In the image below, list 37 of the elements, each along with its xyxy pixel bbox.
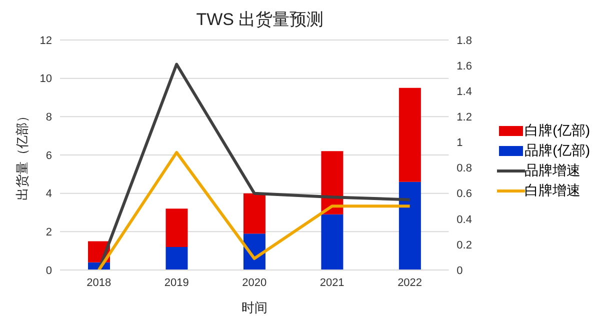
y2-tick-label: 0.6 bbox=[456, 188, 472, 200]
x-tick-label: 2018 bbox=[86, 276, 112, 289]
x-tick-label: 2021 bbox=[320, 276, 344, 289]
y-axis-title: 出货量（亿部） bbox=[14, 110, 30, 200]
y-tick-label: 10 bbox=[40, 73, 52, 86]
bar bbox=[243, 193, 266, 234]
y2-tick-label: 1.8 bbox=[456, 34, 472, 47]
y-tick-label: 2 bbox=[46, 226, 52, 239]
x-tick-label: 2022 bbox=[398, 276, 422, 289]
y-tick-label: 0 bbox=[46, 264, 52, 277]
legend-label: 白牌增速 bbox=[524, 182, 581, 200]
y2-tick-label: 1.4 bbox=[456, 86, 472, 98]
x-tick-label: 2020 bbox=[242, 276, 267, 289]
y-tick-label: 4 bbox=[46, 188, 52, 200]
y-tick-label: 8 bbox=[46, 112, 52, 124]
y2-tick-label: 0.4 bbox=[456, 214, 472, 226]
legend-label: 白牌(亿部) bbox=[524, 122, 590, 140]
y2-tick-label: 0 bbox=[456, 264, 463, 277]
y2-tick-label: 1.2 bbox=[456, 112, 472, 124]
line-series bbox=[97, 150, 412, 270]
bar bbox=[398, 182, 421, 270]
y2-tick-label: 0.8 bbox=[456, 162, 472, 175]
legend-label: 品牌增速 bbox=[524, 162, 581, 180]
y2-tick-label: 1.6 bbox=[456, 60, 472, 72]
y2-tick-label: 1 bbox=[456, 137, 463, 150]
x-tick-label: 2019 bbox=[164, 276, 189, 289]
line-series bbox=[97, 62, 412, 270]
y-tick-label: 12 bbox=[40, 34, 52, 47]
chart-title: TWS 出货量预测 bbox=[195, 9, 325, 31]
bar bbox=[166, 247, 188, 270]
legend-label: 品牌(亿部) bbox=[524, 142, 590, 160]
bar bbox=[398, 88, 421, 182]
bar bbox=[321, 214, 344, 270]
bar bbox=[166, 208, 188, 247]
y-tick-label: 6 bbox=[46, 150, 52, 162]
y2-tick-label: 0.2 bbox=[456, 239, 472, 252]
x-axis-title: 时间 bbox=[241, 300, 268, 315]
